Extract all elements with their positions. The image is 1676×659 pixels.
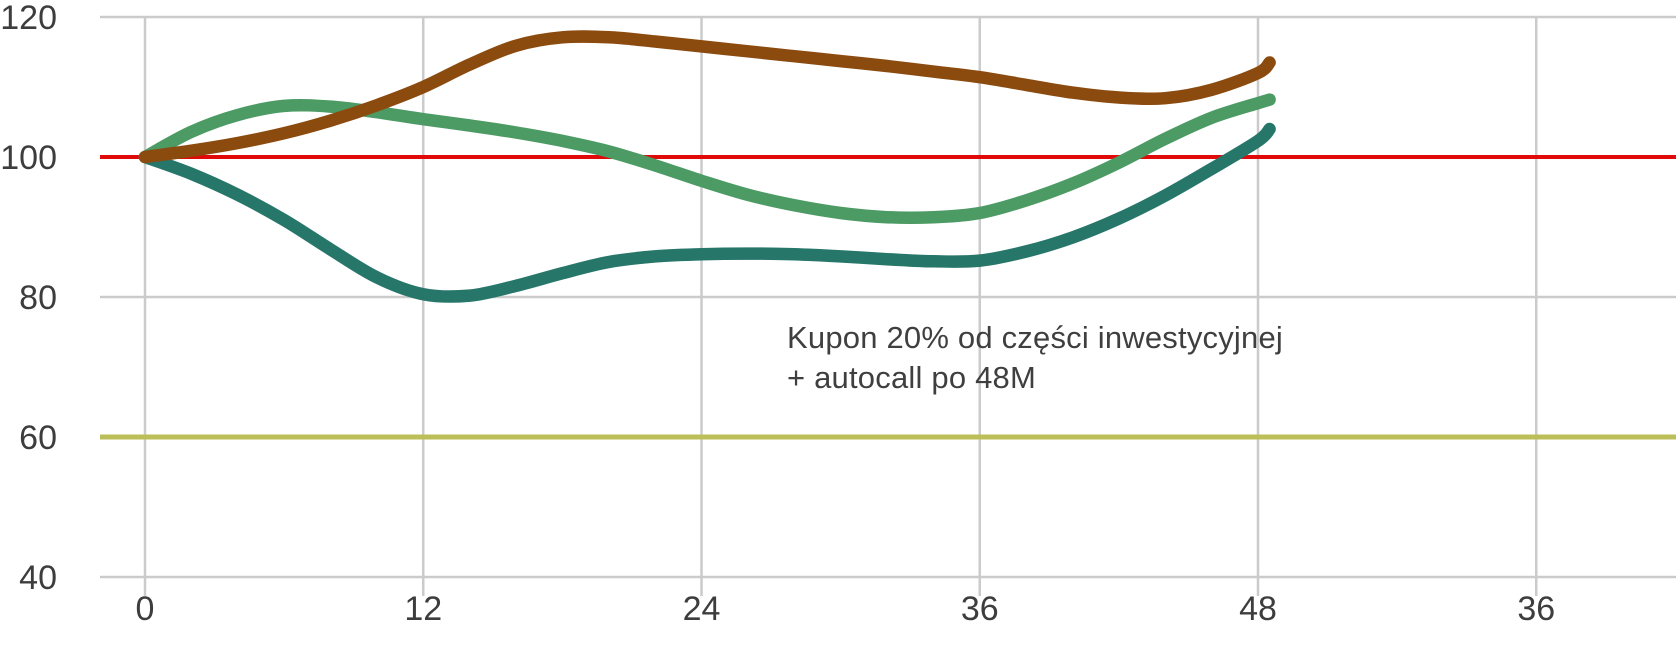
y-tick-label-80: 80 — [19, 279, 57, 317]
y-tick-label-100: 100 — [0, 139, 57, 177]
x-tick-label-2: 24 — [683, 590, 721, 628]
x-tick-label-1: 12 — [404, 590, 442, 628]
green-line — [138, 93, 1276, 224]
x-tick-label-5: 36 — [1517, 590, 1555, 628]
annotation-line-2: + autocall po 48M — [787, 360, 1036, 395]
x-tick-label-0: 0 — [136, 590, 155, 628]
y-tick-label-120: 120 — [0, 0, 57, 37]
x-tick-label-4: 48 — [1239, 590, 1277, 628]
chart-annotation: Kupon 20% od części inwestycyjnej + auto… — [787, 318, 1283, 398]
annotation-line-1: Kupon 20% od części inwestycyjnej — [787, 320, 1283, 355]
y-tick-label-60: 60 — [19, 419, 57, 457]
teal-line — [138, 122, 1276, 303]
x-tick-label-3: 36 — [961, 590, 999, 628]
brown-line — [138, 30, 1276, 164]
y-tick-label-40: 40 — [19, 559, 57, 597]
